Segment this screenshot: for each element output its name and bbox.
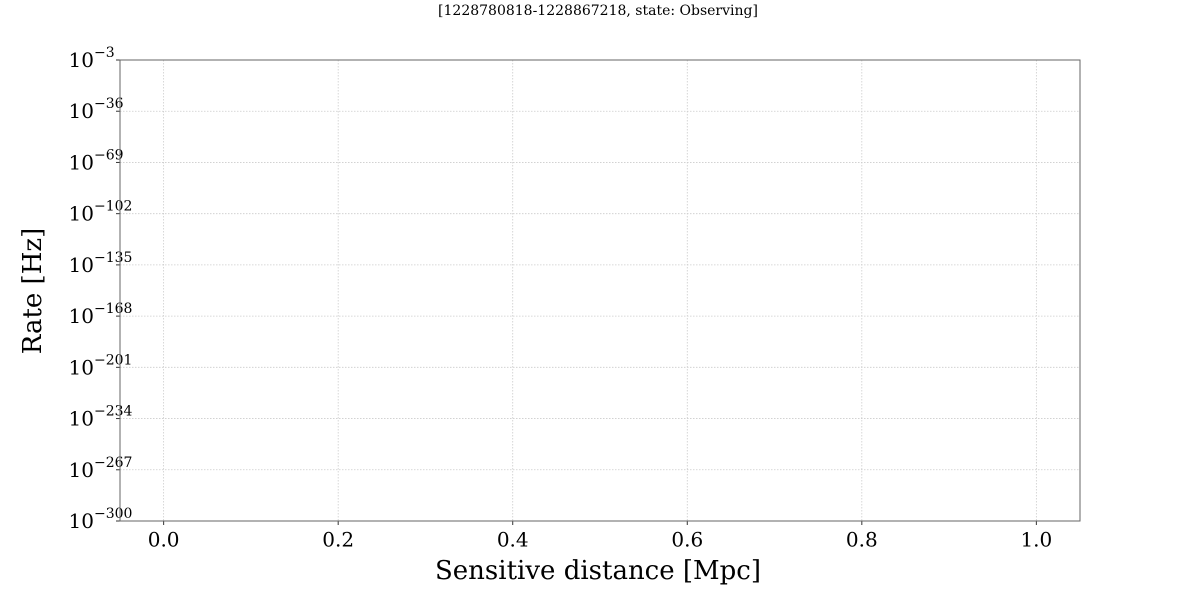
x-axis-label: Sensitive distance [Mpc] [435, 556, 761, 586]
y-tick-label: 10 [69, 201, 94, 225]
y-tick-base: 10 [69, 201, 94, 225]
x-tick-label: 0.6 [671, 528, 703, 552]
y-tick-label: 10 [69, 99, 94, 123]
plot-frame [119, 59, 1081, 522]
chart-title: [1228780818-1228867218, state: Observing… [438, 3, 758, 19]
y-tick-exponent: −234 [94, 404, 133, 420]
y-tick-base: 10 [69, 406, 94, 430]
y-tick-exponent: −300 [94, 506, 132, 522]
x-tick-label: 0.8 [846, 528, 878, 552]
y-tick-exponent: −69 [94, 147, 124, 163]
y-tick-exponent: −36 [94, 96, 124, 112]
y-tick-exponent: −102 [94, 199, 132, 215]
y-tick-base: 10 [69, 355, 94, 379]
y-tick-base: 10 [69, 99, 94, 123]
y-tick-base: 10 [69, 252, 94, 276]
y-tick-label: 10 [69, 150, 94, 174]
y-tick-label: 10 [69, 48, 94, 72]
y-tick-exponent: −267 [94, 455, 132, 471]
y-tick-exponent: −3 [94, 45, 115, 61]
x-tick-label: 0.0 [148, 528, 180, 552]
y-tick-exponent: −201 [94, 352, 132, 368]
x-tick-label: 0.2 [322, 528, 354, 552]
x-tick-label: 0.4 [497, 528, 529, 552]
y-tick-base: 10 [69, 509, 94, 533]
y-axis-label: Rate [Hz] [18, 228, 48, 354]
y-tick-base: 10 [69, 150, 94, 174]
y-tick-base: 10 [69, 304, 94, 328]
x-tick-label: 1.0 [1020, 528, 1052, 552]
y-tick-exponent: −135 [94, 250, 132, 266]
y-tick-label: 10 [69, 252, 94, 276]
y-tick-label: 10 [69, 509, 94, 533]
y-tick-label: 10 [69, 355, 94, 379]
y-tick-exponent: −168 [94, 301, 132, 317]
y-tick-base: 10 [69, 48, 94, 72]
y-tick-label: 10 [69, 457, 94, 481]
y-tick-label: 10 [69, 304, 94, 328]
y-tick-base: 10 [69, 457, 94, 481]
y-tick-label: 10 [69, 406, 94, 430]
